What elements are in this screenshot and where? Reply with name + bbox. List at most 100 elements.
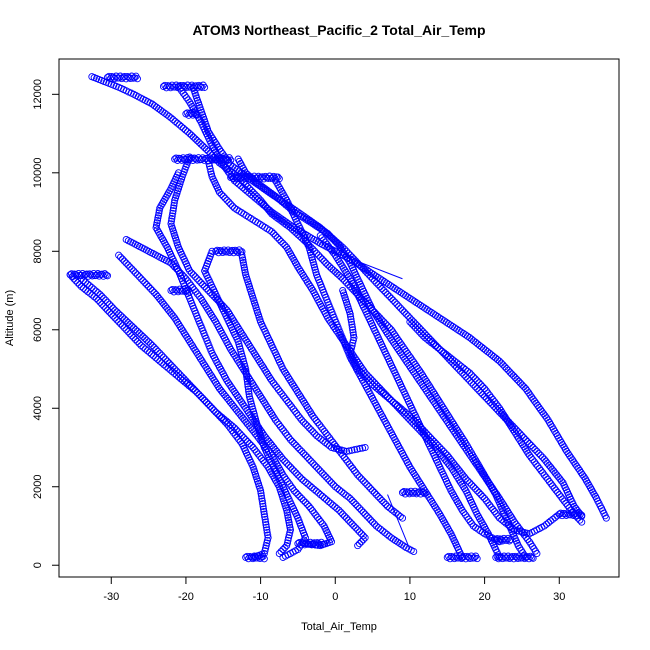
data-point bbox=[165, 359, 173, 367]
data-point bbox=[578, 518, 586, 526]
data-point bbox=[238, 248, 246, 256]
data-point bbox=[257, 487, 265, 495]
data-point bbox=[397, 304, 405, 312]
data-point bbox=[430, 438, 438, 446]
data-point bbox=[115, 318, 123, 326]
data-point bbox=[365, 377, 373, 385]
data-point bbox=[363, 375, 371, 383]
data-point bbox=[515, 377, 523, 385]
data-point bbox=[363, 481, 371, 489]
data-point bbox=[355, 473, 364, 481]
data-point bbox=[299, 496, 308, 505]
data-point bbox=[347, 318, 355, 326]
data-point bbox=[413, 326, 421, 334]
data-point bbox=[439, 447, 448, 455]
y-tick-label: 4000 bbox=[32, 396, 44, 420]
data-point bbox=[273, 234, 281, 242]
data-point bbox=[380, 498, 388, 506]
data-point bbox=[337, 273, 345, 281]
data-point bbox=[421, 428, 429, 436]
data-point bbox=[502, 364, 511, 373]
data-point bbox=[286, 436, 295, 444]
data-point bbox=[357, 506, 365, 514]
data-point bbox=[137, 331, 145, 339]
data-point bbox=[296, 493, 304, 501]
data-point bbox=[487, 503, 495, 511]
data-point bbox=[347, 315, 355, 323]
data-point bbox=[152, 221, 161, 229]
data-point bbox=[122, 326, 130, 334]
data-point bbox=[219, 192, 227, 200]
chart-title: ATOM3 Northeast_Pacific_2 Total_Air_Temp bbox=[192, 22, 485, 38]
data-point bbox=[503, 536, 511, 544]
data-point bbox=[193, 275, 201, 283]
data-point bbox=[88, 283, 96, 292]
data-point bbox=[186, 381, 194, 389]
data-point bbox=[285, 516, 293, 524]
data-point bbox=[338, 488, 346, 496]
data-point bbox=[313, 432, 321, 440]
data-point bbox=[500, 517, 508, 526]
data-point bbox=[202, 145, 211, 154]
data-point bbox=[298, 475, 306, 483]
data-point bbox=[199, 142, 207, 150]
data-point bbox=[161, 355, 169, 363]
data-point bbox=[349, 339, 357, 347]
data-point bbox=[193, 290, 202, 298]
data-point bbox=[323, 496, 331, 504]
data-point bbox=[262, 203, 270, 211]
data-point bbox=[139, 333, 147, 341]
data-point bbox=[335, 486, 344, 494]
data-point bbox=[365, 483, 373, 491]
data-point bbox=[221, 418, 229, 426]
data-point bbox=[307, 426, 315, 434]
data-point bbox=[133, 75, 141, 83]
data-point bbox=[363, 512, 371, 520]
data-point bbox=[135, 329, 143, 337]
data-point bbox=[193, 137, 201, 145]
data-point bbox=[356, 445, 364, 453]
data-point bbox=[137, 275, 145, 283]
data-point bbox=[305, 455, 313, 463]
data-point bbox=[317, 435, 325, 443]
data-point bbox=[477, 491, 485, 499]
data-point bbox=[124, 328, 132, 336]
data-point bbox=[339, 510, 347, 518]
data-point bbox=[147, 350, 156, 358]
data-point bbox=[436, 345, 444, 353]
data-point bbox=[139, 343, 147, 351]
data-point bbox=[361, 373, 369, 381]
data-point bbox=[477, 381, 485, 389]
data-point bbox=[169, 207, 177, 215]
data-point bbox=[284, 536, 292, 544]
data-point bbox=[421, 334, 429, 342]
data-point bbox=[197, 279, 205, 287]
data-point bbox=[379, 389, 387, 397]
data-point bbox=[167, 114, 175, 122]
data-point bbox=[137, 341, 145, 350]
data-point bbox=[274, 173, 282, 181]
data-point bbox=[417, 330, 425, 338]
data-point bbox=[249, 443, 257, 452]
data-point bbox=[259, 505, 268, 513]
data-point bbox=[328, 247, 336, 255]
data-point bbox=[309, 459, 317, 467]
data-point bbox=[217, 414, 225, 422]
data-point bbox=[369, 518, 377, 526]
data-point bbox=[473, 487, 481, 495]
data-point bbox=[290, 440, 298, 448]
data-point bbox=[261, 513, 269, 521]
data-point bbox=[344, 516, 352, 524]
data-point bbox=[96, 290, 104, 299]
data-point bbox=[195, 138, 203, 146]
data-point bbox=[257, 489, 265, 497]
connecting-line bbox=[387, 494, 411, 550]
data-point bbox=[215, 412, 224, 420]
data-point bbox=[549, 515, 557, 523]
data-point bbox=[263, 526, 271, 534]
data-point bbox=[281, 544, 289, 552]
data-point bbox=[310, 485, 318, 493]
data-point bbox=[212, 408, 220, 416]
data-point bbox=[153, 219, 161, 227]
data-point bbox=[163, 357, 171, 365]
